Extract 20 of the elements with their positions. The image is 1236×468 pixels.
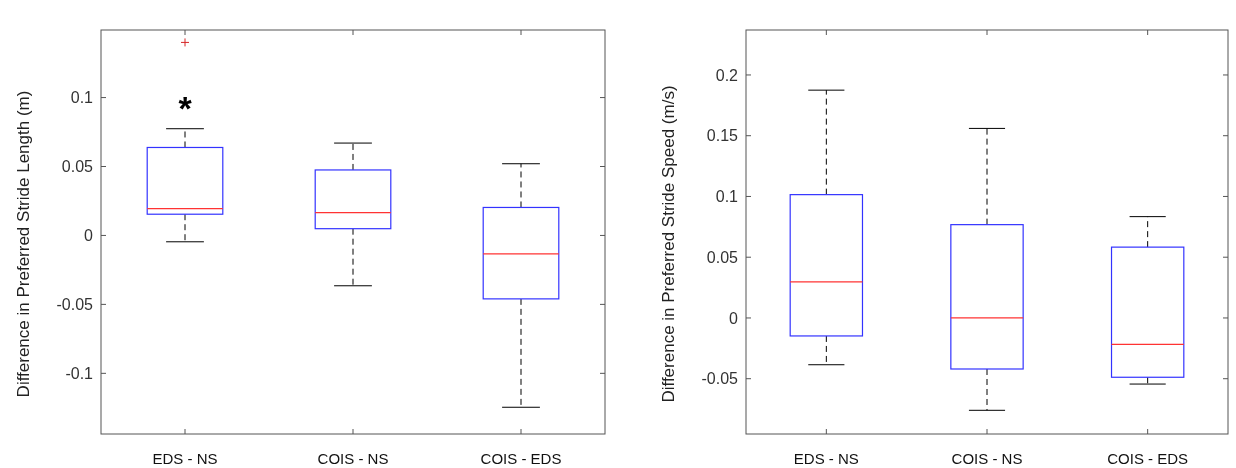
y-tick-label: -0.05 — [56, 295, 94, 313]
y-tick-label: 0 — [729, 309, 739, 327]
x-tick-label: EDS - NS — [793, 450, 859, 467]
y-tick-label: 0.2 — [715, 66, 739, 84]
x-tick-label: COIS - EDS — [480, 450, 562, 467]
y-tick-label: 0.1 — [70, 89, 94, 107]
x-tick-label: COIS - NS — [317, 450, 389, 467]
y-tick-label: 0 — [84, 227, 94, 245]
y-tick-label: -0.1 — [65, 364, 94, 382]
x-tick-label: COIS - NS — [951, 450, 1023, 467]
x-tick-label: EDS - NS — [152, 450, 218, 467]
y-tick-label: 0.1 — [715, 188, 739, 206]
y-axis-title: Difference in Preferred Stride Speed (m/s) — [659, 85, 678, 403]
y-axis-title: Difference in Preferred Stride Length (m) — [14, 90, 33, 398]
y-tick-label: 0.05 — [706, 248, 739, 266]
y-tick-label: 0.05 — [61, 158, 94, 176]
annotation: * — [178, 89, 193, 128]
x-tick-label: COIS - EDS — [1107, 450, 1189, 467]
y-tick-label: -0.05 — [701, 370, 739, 388]
y-tick-label: 0.15 — [706, 127, 739, 145]
